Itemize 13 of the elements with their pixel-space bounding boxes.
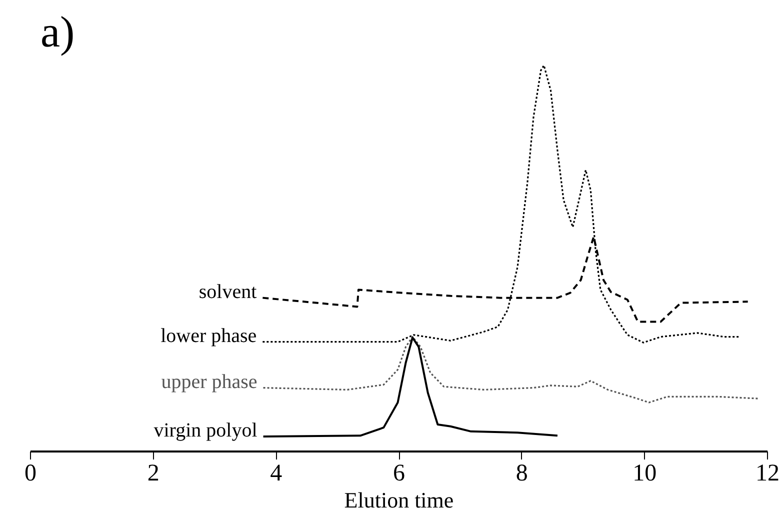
x-tick-label: 0 — [24, 460, 36, 486]
x-tick-label: 12 — [756, 460, 780, 486]
series-label: upper phase — [161, 370, 258, 393]
chart-title: a) — [40, 8, 75, 56]
x-tick-label: 2 — [147, 460, 160, 486]
x-tick-label: 4 — [270, 460, 282, 486]
series-label: lower phase — [160, 324, 257, 347]
x-tick-label: 8 — [516, 460, 528, 486]
series-label: solvent — [198, 280, 258, 303]
x-tick-label: 6 — [393, 460, 405, 486]
series-label: virgin polyol — [154, 419, 258, 442]
x-tick-label: 10 — [632, 460, 657, 486]
x-axis-title: Elution time — [344, 488, 454, 512]
